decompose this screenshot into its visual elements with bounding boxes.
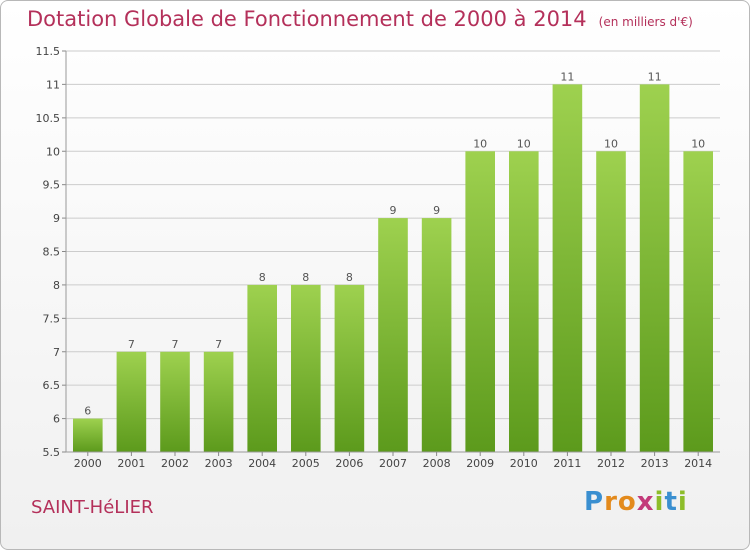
logo-letter: P xyxy=(584,487,605,517)
y-tick-label: 7 xyxy=(53,346,60,359)
x-tick-label: 2011 xyxy=(553,457,581,470)
logo-letter: r xyxy=(604,487,618,517)
y-tick-label: 6 xyxy=(53,413,60,426)
data-label: 10 xyxy=(691,137,705,150)
y-tick-label: 9.5 xyxy=(43,179,61,192)
bar xyxy=(465,151,495,453)
x-tick-label: 2014 xyxy=(684,457,712,470)
y-tick-label: 8 xyxy=(53,279,60,292)
bar xyxy=(334,284,365,452)
bar xyxy=(378,218,408,452)
x-tick-label: 2007 xyxy=(379,457,407,470)
commune-name: SAINT-HéLIER xyxy=(31,497,154,518)
bar xyxy=(421,218,452,452)
data-label: 11 xyxy=(560,70,574,83)
x-tick-label: 2005 xyxy=(292,457,320,470)
bar xyxy=(596,151,626,453)
data-label: 6 xyxy=(84,405,91,418)
y-tick-label: 7.5 xyxy=(43,312,61,325)
x-tick-label: 2006 xyxy=(335,457,363,470)
y-tick-label: 10 xyxy=(46,145,60,158)
y-tick-label: 8.5 xyxy=(43,246,61,259)
data-label: 8 xyxy=(346,271,353,284)
y-tick-label: 11.5 xyxy=(36,45,61,58)
x-tick-label: 2008 xyxy=(423,457,451,470)
bar xyxy=(509,151,539,453)
bar xyxy=(639,84,670,453)
bar xyxy=(73,418,103,452)
chart-title-text: Dotation Globale de Fonctionnement de 20… xyxy=(27,7,587,31)
y-tick-label: 10.5 xyxy=(36,112,61,125)
logo-letter: t xyxy=(664,487,678,517)
x-tick-label: 2009 xyxy=(466,457,494,470)
chart-title: Dotation Globale de Fonctionnement de 20… xyxy=(27,7,693,31)
logo-letter: o xyxy=(617,487,637,517)
data-label: 7 xyxy=(215,338,222,351)
axis-layer: 5.5 6 6.5 7 7.5 8 8.5 9 9.5 10 10.5 11 11.5 2000 2001 2… xyxy=(36,45,720,470)
data-label: 8 xyxy=(302,271,309,284)
proxiti-logo: Proxiti xyxy=(584,487,688,517)
bar xyxy=(160,351,190,453)
y-tick-label: 9 xyxy=(53,212,60,225)
bar xyxy=(116,351,147,453)
data-label: 9 xyxy=(390,204,397,217)
bar-layer: 6 7 7 7 8 8 8 9 9 10 10 11 10 11 10 xyxy=(73,70,713,453)
x-tick-label: 2004 xyxy=(248,457,276,470)
y-tick-label: 5.5 xyxy=(43,446,61,459)
x-tick-label: 2010 xyxy=(510,457,538,470)
logo-letter: i xyxy=(654,487,665,517)
y-tick-label: 6.5 xyxy=(43,379,61,392)
data-label: 7 xyxy=(172,338,179,351)
x-tick-label: 2002 xyxy=(161,457,189,470)
logo-letter: x xyxy=(636,487,655,517)
data-label: 10 xyxy=(517,137,531,150)
y-tick-label: 11 xyxy=(46,78,60,91)
data-label: 10 xyxy=(473,137,487,150)
bar xyxy=(683,151,713,453)
bar xyxy=(203,351,234,453)
bar xyxy=(291,284,321,452)
bar xyxy=(552,84,583,453)
logo-letter: i xyxy=(677,487,688,517)
x-tick-label: 2003 xyxy=(205,457,233,470)
x-tick-label: 2000 xyxy=(74,457,102,470)
x-tick-label: 2012 xyxy=(597,457,625,470)
data-label: 8 xyxy=(259,271,266,284)
data-label: 9 xyxy=(433,204,440,217)
data-label: 7 xyxy=(128,338,135,351)
x-tick-label: 2001 xyxy=(117,457,145,470)
chart-subtitle: (en milliers d'€) xyxy=(598,15,693,29)
x-tick-label: 2013 xyxy=(641,457,669,470)
data-label: 11 xyxy=(648,70,662,83)
bar xyxy=(247,284,277,452)
data-label: 10 xyxy=(604,137,618,150)
